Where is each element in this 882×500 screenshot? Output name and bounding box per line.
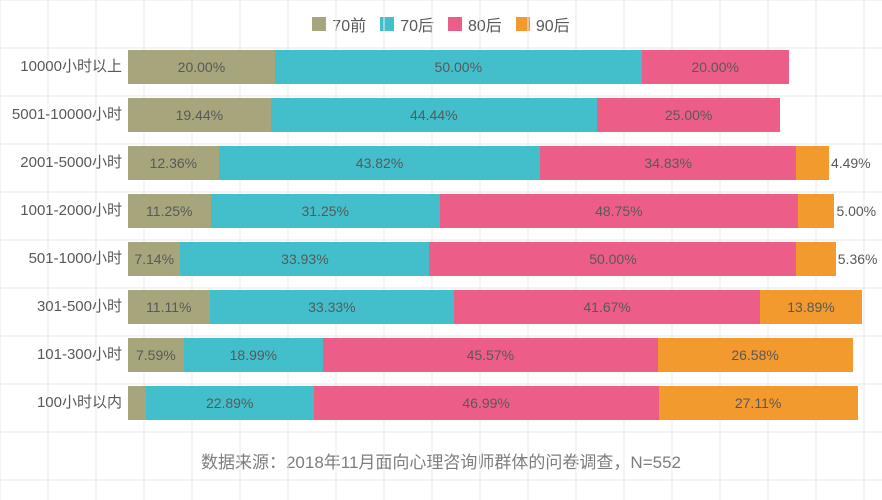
y-axis-label: 100小时以内 <box>0 395 122 412</box>
legend-swatch <box>312 17 326 31</box>
segment-value: 7.59% <box>136 347 176 363</box>
segment-value: 27.11% <box>735 395 781 411</box>
bar-segment-70前: 7.14% <box>128 242 180 276</box>
bar-segment-70后: 33.33% <box>210 290 455 324</box>
bar-row: 101-300小时7.59%18.99%45.57%26.58% <box>128 338 862 372</box>
y-axis-label: 301-500小时 <box>0 299 122 316</box>
bar-row: 5001-10000小时19.44%44.44%25.00% <box>128 98 862 132</box>
segment-value: 46.99% <box>462 395 509 411</box>
segment-value: 11.25% <box>146 203 192 219</box>
segment-value: 20.00% <box>691 59 738 75</box>
bar-segment-70后: 31.25% <box>211 194 440 228</box>
bar-segment-70前: 2.41% <box>128 386 146 420</box>
segment-value: 33.93% <box>281 251 328 267</box>
segment-value: 22.89% <box>206 395 253 411</box>
y-axis-label: 10000小时以上 <box>0 59 122 76</box>
stacked-bar: 2.41% 22.89% 46.99% 27.11% <box>128 386 862 420</box>
legend-item-2: 80后 <box>448 12 502 36</box>
bar-segment-80后: 41.67% <box>454 290 760 324</box>
bar-segment-70后: 22.89% <box>146 386 314 420</box>
segment-value: 20.00% <box>178 59 225 75</box>
y-axis-label: 1001-2000小时 <box>0 203 122 220</box>
bar-segment-70前: 12.36% <box>128 146 219 180</box>
segment-value: 48.75% <box>595 203 642 219</box>
segment-value: 31.25% <box>302 203 349 219</box>
stacked-bar: 19.44% 44.44% 25.00% <box>128 98 862 132</box>
y-axis-label: 2001-5000小时 <box>0 155 122 172</box>
bar-segment-70后: 44.44% <box>271 98 597 132</box>
legend-item-3: 90后 <box>516 12 570 36</box>
bar-segment-90后: 26.58% <box>658 338 853 372</box>
bar-segment-80后: 45.57% <box>323 338 657 372</box>
segment-value: 25.00% <box>665 107 712 123</box>
stacked-bar: 20.00% 50.00% 20.00% <box>128 50 862 84</box>
bar-row: 10000小时以上20.00%50.00%20.00% <box>128 50 862 84</box>
bar-segment-70前: 11.25% <box>128 194 211 228</box>
legend-label: 70前 <box>332 12 366 36</box>
stacked-bar: 7.14% 33.93% 50.00% 5.36% <box>128 242 862 276</box>
bar-segment-70后: 50.00% <box>275 50 642 84</box>
legend-item-0: 70前 <box>312 12 366 36</box>
bar-segment-70前: 7.59% <box>128 338 184 372</box>
legend-swatch <box>380 17 394 31</box>
bar-segment-80后: 46.99% <box>314 386 659 420</box>
stacked-bar: 7.59% 18.99% 45.57% 26.58% <box>128 338 862 372</box>
legend-label: 90后 <box>536 12 570 36</box>
bar-segment-90后: 27.11% <box>659 386 858 420</box>
segment-value: 19.44% <box>176 107 223 123</box>
legend-label: 80后 <box>468 12 502 36</box>
segment-value: 50.00% <box>435 59 482 75</box>
bar-row: 301-500小时11.11%33.33%41.67%13.89% <box>128 290 862 324</box>
bar-segment-90后: 4.49% <box>796 146 829 180</box>
bar-row: 100小时以内2.41%22.89%46.99%27.11% <box>128 386 862 420</box>
legend-label: 70后 <box>400 12 434 36</box>
bar-segment-90后: 13.89% <box>760 290 862 324</box>
legend-swatch <box>516 17 530 31</box>
legend-swatch <box>448 17 462 31</box>
segment-value: 41.67% <box>583 299 630 315</box>
bar-row: 1001-2000小时11.25%31.25%48.75%5.00% <box>128 194 862 228</box>
segment-value: 43.82% <box>356 155 403 171</box>
y-axis-label: 501-1000小时 <box>0 251 122 268</box>
legend: 70前 70后 80后 90后 <box>0 0 882 44</box>
segment-value: 44.44% <box>410 107 457 123</box>
bar-segment-80后: 50.00% <box>429 242 796 276</box>
stacked-bar: 11.11% 33.33% 41.67% 13.89% <box>128 290 862 324</box>
bar-row: 2001-5000小时12.36%43.82%34.83%4.49% <box>128 146 862 180</box>
segment-value: 45.57% <box>467 347 514 363</box>
segment-value: 7.14% <box>134 251 174 267</box>
bar-segment-80后: 34.83% <box>540 146 796 180</box>
segment-value: 5.00% <box>836 203 876 219</box>
bar-segment-70后: 18.99% <box>184 338 323 372</box>
bar-segment-80后: 20.00% <box>642 50 789 84</box>
segment-value: 33.33% <box>308 299 355 315</box>
bar-segment-70前: 20.00% <box>128 50 275 84</box>
segment-value: 13.89% <box>787 299 834 315</box>
segment-value: 26.58% <box>731 347 778 363</box>
bar-segment-70前: 19.44% <box>128 98 271 132</box>
bar-segment-80后: 48.75% <box>440 194 798 228</box>
chart-caption: 数据来源：2018年11月面向心理咨询师群体的问卷调查，N=552 <box>0 448 882 473</box>
bar-row: 501-1000小时7.14%33.93%50.00%5.36% <box>128 242 862 276</box>
segment-value: 18.99% <box>230 347 277 363</box>
segment-value: 34.83% <box>644 155 691 171</box>
y-axis-label: 101-300小时 <box>0 347 122 364</box>
stacked-bar-chart: 10000小时以上20.00%50.00%20.00%5001-10000小时1… <box>128 50 862 420</box>
segment-value: 12.36% <box>150 155 197 171</box>
segment-value: 4.49% <box>831 155 871 171</box>
bar-segment-80后: 25.00% <box>597 98 781 132</box>
bar-segment-90后: 5.00% <box>798 194 835 228</box>
segment-value: 5.36% <box>838 251 878 267</box>
bar-segment-90后: 5.36% <box>796 242 835 276</box>
legend-item-1: 70后 <box>380 12 434 36</box>
segment-value: 11.11% <box>146 299 191 315</box>
stacked-bar: 11.25% 31.25% 48.75% 5.00% <box>128 194 862 228</box>
bar-segment-70后: 33.93% <box>180 242 429 276</box>
stacked-bar: 12.36% 43.82% 34.83% 4.49% <box>128 146 862 180</box>
bar-segment-70前: 11.11% <box>128 290 210 324</box>
y-axis-label: 5001-10000小时 <box>0 107 122 124</box>
segment-value: 50.00% <box>589 251 636 267</box>
bar-segment-70后: 43.82% <box>219 146 541 180</box>
